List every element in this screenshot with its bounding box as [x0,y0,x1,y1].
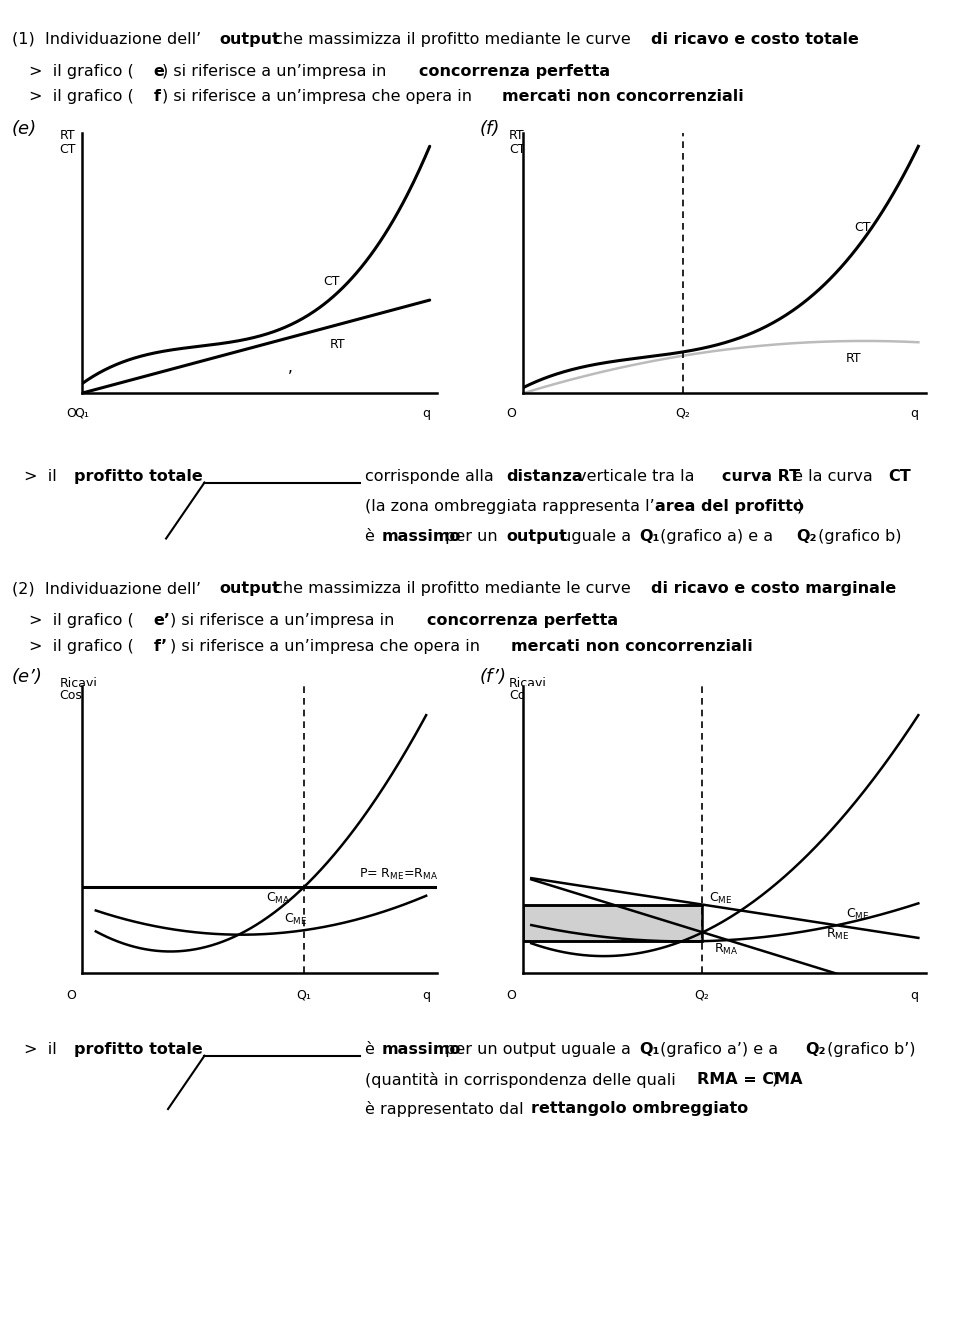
Text: P= R$_{\mathrm{ME}}$=R$_{\mathrm{MA}}$: P= R$_{\mathrm{ME}}$=R$_{\mathrm{MA}}$ [359,866,438,882]
Text: massimo: massimo [381,1042,461,1057]
Text: Cosi: Cosi [509,689,535,702]
Text: Q₂: Q₂ [695,989,709,1002]
Text: O: O [66,407,76,420]
Text: Ricavi: Ricavi [509,677,546,690]
Text: ) si riferisce a un’impresa che opera in: ) si riferisce a un’impresa che opera in [161,89,477,104]
Text: ) si riferisce a un’impresa che opera in: ) si riferisce a un’impresa che opera in [170,639,485,653]
Text: Ricavi: Ricavi [60,677,97,690]
Text: >  il grafico (: > il grafico ( [29,613,133,628]
Text: Q₁: Q₁ [74,407,89,420]
Text: CT: CT [509,143,525,156]
Text: (grafico b’): (grafico b’) [822,1042,915,1057]
Text: CT: CT [60,143,76,156]
Text: output: output [219,32,280,47]
Text: (e’): (e’) [12,668,42,686]
Text: f’: f’ [154,639,167,653]
Text: q: q [910,989,919,1002]
Text: corrisponde alla: corrisponde alla [365,469,498,484]
Text: Q₂: Q₂ [676,407,690,420]
Text: (grafico b): (grafico b) [813,529,901,544]
Text: C$_{\mathrm{ME}}$: C$_{\mathrm{ME}}$ [846,906,869,921]
Text: distanza: distanza [506,469,583,484]
Text: area del profitto: area del profitto [656,499,804,513]
Text: >  il grafico (: > il grafico ( [29,64,133,79]
Text: C$_{\mathrm{ME}}$: C$_{\mathrm{ME}}$ [284,912,307,926]
Text: di ricavo e costo totale: di ricavo e costo totale [651,32,859,47]
Text: Q₁: Q₁ [639,1042,660,1057]
Text: RMA = CMA: RMA = CMA [697,1072,803,1086]
Text: Q₂: Q₂ [797,529,817,544]
Bar [523,905,702,941]
Text: curva RT: curva RT [722,469,800,484]
Text: per un output uguale a: per un output uguale a [440,1042,636,1057]
Text: concorrenza perfetta: concorrenza perfetta [427,613,618,628]
Text: Q₂: Q₂ [805,1042,826,1057]
Text: uguale a: uguale a [556,529,636,544]
Text: profitto totale: profitto totale [74,1042,203,1057]
Text: O: O [506,989,516,1002]
Text: >  il grafico (: > il grafico ( [29,639,133,653]
Text: R$_{\mathrm{MA}}$: R$_{\mathrm{MA}}$ [714,942,738,957]
Text: RT: RT [509,129,524,143]
Text: mercati non concorrenziali: mercati non concorrenziali [511,639,753,653]
Text: è: è [365,529,380,544]
Text: Q₁: Q₁ [296,989,311,1002]
Text: (grafico a’) e a: (grafico a’) e a [656,1042,783,1057]
Text: q: q [910,407,919,420]
Text: (1)  Individuazione dell’: (1) Individuazione dell’ [12,32,201,47]
Text: Costi: Costi [60,689,91,702]
Text: profitto totale: profitto totale [74,469,203,484]
Text: e: e [154,64,164,79]
Text: ): ) [772,1072,778,1086]
Text: Q₁: Q₁ [639,529,660,544]
Text: rettangolo ombreggiato: rettangolo ombreggiato [531,1101,748,1116]
Text: R$_{\mathrm{ME}}$: R$_{\mathrm{ME}}$ [826,926,849,942]
Text: ) si riferisce a un’impresa in: ) si riferisce a un’impresa in [161,64,391,79]
Text: di ricavo e costo marginale: di ricavo e costo marginale [651,581,897,596]
Text: ) si riferisce a un’impresa in: ) si riferisce a un’impresa in [170,613,399,628]
Text: RT: RT [60,129,75,143]
Text: >  il: > il [24,1042,61,1057]
Text: CT: CT [324,275,340,288]
Text: O: O [506,407,516,420]
Text: concorrenza perfetta: concorrenza perfetta [420,64,611,79]
Text: output: output [506,529,566,544]
Text: (f’): (f’) [480,668,507,686]
Text: ): ) [797,499,803,513]
Text: f: f [154,89,160,104]
Text: (f): (f) [480,120,500,139]
Text: verticale tra la: verticale tra la [572,469,700,484]
Text: che massimizza il profitto mediante le curve: che massimizza il profitto mediante le c… [269,581,636,596]
Text: q: q [422,407,430,420]
Text: O: O [66,989,76,1002]
Text: CT: CT [853,221,871,235]
Text: RT: RT [846,352,861,365]
Text: C$_{\mathrm{ME}}$: C$_{\mathrm{ME}}$ [708,890,732,906]
Text: CT: CT [888,469,911,484]
Text: q: q [422,989,430,1002]
Text: (grafico a) e a: (grafico a) e a [656,529,779,544]
Text: C$_{\mathrm{MA}}$: C$_{\mathrm{MA}}$ [266,890,291,906]
Text: e’: e’ [154,613,170,628]
Text: (la zona ombreggiata rappresenta l’: (la zona ombreggiata rappresenta l’ [365,499,655,513]
Text: (2)  Individuazione dell’: (2) Individuazione dell’ [12,581,201,596]
Text: >  il: > il [24,469,61,484]
Text: per un: per un [440,529,502,544]
Text: e la curva: e la curva [788,469,878,484]
Text: output: output [219,581,280,596]
Text: mercati non concorrenziali: mercati non concorrenziali [502,89,744,104]
Text: (quantità in corrispondenza delle quali: (quantità in corrispondenza delle quali [365,1072,681,1088]
Text: >  il grafico (: > il grafico ( [29,89,133,104]
Text: (e): (e) [12,120,36,139]
Text: ,: , [288,360,293,376]
Text: RT: RT [330,337,346,351]
Text: è: è [365,1042,380,1057]
Text: è rappresentato dal: è rappresentato dal [365,1101,529,1117]
Text: massimo: massimo [381,529,461,544]
Text: che massimizza il profitto mediante le curve: che massimizza il profitto mediante le c… [269,32,636,47]
